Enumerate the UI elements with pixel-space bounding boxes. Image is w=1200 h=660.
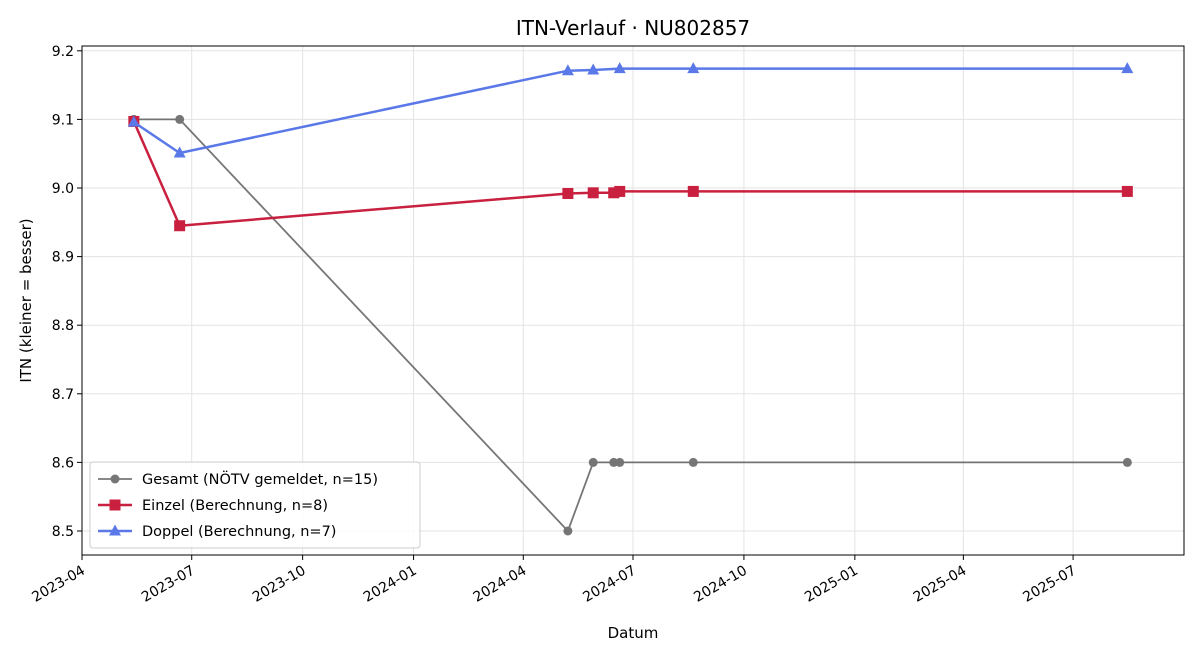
legend-entry <box>98 524 132 536</box>
y-tick-label: 8.7 <box>52 387 74 403</box>
data-point <box>687 62 700 74</box>
data-point <box>587 187 599 199</box>
legend: Gesamt (NÖTV gemeldet, n=15) Einzel (Bere… <box>89 461 421 549</box>
x-tick-label: 2023-04 <box>29 563 88 606</box>
legend-label: Einzel (Berechnung, n=8) <box>142 498 328 514</box>
data-point <box>173 146 186 158</box>
data-point <box>614 185 626 197</box>
x-tick-label: 2025-07 <box>1020 563 1079 606</box>
series-line <box>133 67 1128 155</box>
data-point <box>687 185 699 197</box>
y-axis-label: ITN (kleiner = besser) <box>17 218 35 382</box>
data-point <box>587 63 600 75</box>
x-tick-label: 2025-04 <box>911 563 970 606</box>
x-tick-label: 2024-04 <box>471 563 530 606</box>
data-point <box>563 526 573 536</box>
x-tick-label: 2025-01 <box>802 563 861 606</box>
data-point <box>1122 457 1132 467</box>
data-point <box>588 457 598 467</box>
grid <box>81 46 1184 555</box>
x-tick-label: 2024-10 <box>691 563 750 606</box>
x-tick-label: 2023-07 <box>139 563 198 606</box>
x-axis-label: Datum <box>608 624 659 642</box>
x-tick-label: 2023-10 <box>250 563 309 606</box>
series-3 <box>127 62 1134 158</box>
legend-entry <box>98 499 132 511</box>
legend-entry <box>98 474 132 484</box>
y-tick-label: 8.5 <box>52 524 74 540</box>
data-point <box>562 187 574 199</box>
data-point <box>174 220 186 232</box>
chart-title: ITN-Verlauf · NU802857 <box>516 16 750 40</box>
legend-marker <box>110 474 120 484</box>
data-point <box>127 115 140 127</box>
legend-marker <box>109 499 121 511</box>
x-tick-label: 2024-01 <box>361 563 420 606</box>
legend-box <box>89 461 421 549</box>
y-tick-label: 8.6 <box>52 455 74 471</box>
data-point <box>1121 62 1134 74</box>
x-tick-label: 2024-07 <box>580 563 639 606</box>
legend-label: Gesamt (NÖTV gemeldet, n=15) <box>142 470 378 488</box>
y-tick-label: 9.0 <box>52 181 74 197</box>
series-line <box>133 118 1128 532</box>
data-point <box>175 114 185 124</box>
data-point <box>1121 185 1133 197</box>
y-tick-label: 9.2 <box>52 44 74 60</box>
y-tick-label: 8.8 <box>52 318 74 334</box>
y-tick-label: 9.1 <box>52 112 74 128</box>
data-point <box>688 457 698 467</box>
data-point <box>615 457 625 467</box>
data-point <box>561 64 574 76</box>
legend-marker <box>109 524 121 536</box>
y-tick-label: 8.9 <box>52 250 74 266</box>
series-2 <box>128 115 1133 232</box>
legend-label: Doppel (Berechnung, n=7) <box>142 524 336 540</box>
series-layer <box>127 62 1134 536</box>
series-1 <box>129 114 1132 536</box>
data-point <box>613 62 626 74</box>
data-point <box>608 187 620 199</box>
series-line <box>132 120 1128 227</box>
